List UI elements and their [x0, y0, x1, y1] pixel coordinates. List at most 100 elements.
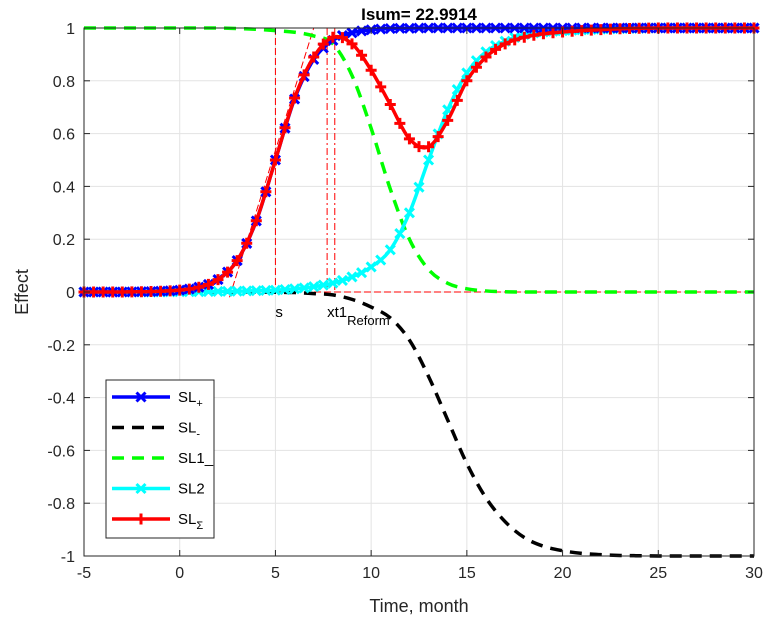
data-point-sl [365, 64, 377, 76]
data-point-sl [222, 266, 234, 278]
data-point-sl [490, 43, 502, 55]
data-point-sl2 [308, 281, 320, 293]
data-point-sl2 [356, 267, 368, 279]
data-point-sl2 [212, 285, 224, 298]
legend-item-sl: SL- [112, 420, 200, 441]
y-tick-label: 0.6 [53, 127, 75, 144]
data-point-sl [480, 51, 492, 63]
data-point-sl [604, 23, 616, 35]
data-point-sl [499, 38, 511, 50]
data-point-sl2 [269, 284, 281, 296]
data-point-sl [116, 286, 128, 298]
y-tick-label: 0.8 [53, 74, 75, 91]
series-line-sl1 [84, 26, 754, 294]
data-point-sl2 [317, 279, 329, 291]
data-point-sl [547, 27, 559, 39]
data-point-sl [164, 285, 176, 297]
x-tick-label: 15 [458, 565, 476, 582]
legend-item-sl2: SL2 [112, 481, 205, 498]
data-point-sl [97, 286, 109, 298]
data-point-sl [403, 133, 415, 145]
data-point-sl2 [413, 181, 425, 193]
x-tick-label: 25 [649, 565, 667, 582]
data-point-sl [317, 38, 329, 50]
data-point-sl [394, 117, 406, 129]
data-point-sl [289, 92, 301, 104]
data-point-sl2 [260, 284, 272, 297]
legend-label-subscript: - [196, 429, 200, 441]
legend-item-sl1: SL1_ [112, 450, 214, 467]
data-point-sl [155, 285, 167, 297]
data-point-sl [212, 274, 224, 286]
data-point-sl [614, 23, 626, 35]
data-point-sl [585, 24, 597, 36]
data-point-sl [107, 286, 119, 298]
data-point-sl [461, 75, 473, 87]
data-point-sl [308, 51, 320, 63]
legend-marker [135, 482, 147, 495]
data-point-sl [126, 286, 138, 298]
annotation-subscript: Reform [347, 313, 390, 328]
data-point-sl [327, 31, 339, 43]
data-point-sl [537, 28, 549, 40]
data-point-sl [451, 94, 463, 106]
data-point-sl2 [394, 227, 406, 240]
data-point-sl [174, 284, 186, 296]
data-point-sl [470, 61, 482, 73]
data-point-sl2 [384, 244, 396, 256]
legend-marker [135, 391, 147, 403]
data-point-sl [250, 215, 262, 227]
y-tick-label: -0.8 [47, 496, 75, 513]
data-point-sl [576, 25, 588, 37]
data-point-sl2 [327, 277, 339, 289]
y-tick-label: 0 [66, 285, 75, 302]
y-tick-label: 0.2 [53, 232, 75, 249]
data-point-sl2 [346, 271, 358, 283]
data-point-sl [375, 81, 387, 93]
x-tick-label: 20 [554, 565, 572, 582]
data-point-sl2 [375, 254, 387, 266]
data-point-sl [346, 38, 358, 50]
data-point-sl [423, 141, 435, 153]
data-point-sl2 [298, 282, 310, 294]
x-tick-label: 10 [362, 565, 380, 582]
series-sl1 [84, 26, 754, 294]
y-tick-label: -0.4 [47, 391, 75, 408]
data-point-sl [279, 122, 291, 134]
x-axis-label: Time, month [369, 596, 468, 616]
legend-label-subscript: Σ [196, 520, 203, 532]
data-point-sl [231, 255, 243, 267]
data-point-sl [356, 49, 368, 61]
data-point-sl [375, 23, 387, 35]
data-point-sl2 [241, 285, 253, 297]
data-point-sl [432, 131, 444, 143]
data-point-sl [518, 31, 530, 43]
data-point-sl [336, 32, 348, 44]
y-tick-label: -0.6 [47, 443, 75, 460]
data-point-sl [509, 34, 521, 46]
data-point-sl2 [289, 283, 301, 295]
data-point-sl [413, 141, 425, 153]
data-point-sl [135, 286, 147, 298]
data-point-sl [193, 281, 205, 293]
data-point-sl2 [222, 285, 234, 297]
data-point-sl [202, 278, 214, 290]
data-point-sl2 [403, 207, 415, 219]
chart-title: Isum= 22.9914 [361, 5, 477, 24]
data-point-sl [145, 286, 157, 298]
axes: -5 0 5 10 15 20 25 30-1-0.8-0.6-0.4-0.200.20.40… [47, 21, 763, 582]
y-tick-label: -0.2 [47, 338, 75, 355]
x-tick-label: 0 [175, 565, 184, 582]
annotation-1: s [275, 304, 283, 321]
y-axis-label: Effect [12, 269, 32, 315]
y-tick-label: 1 [66, 21, 75, 38]
y-tick-label: -1 [61, 549, 75, 566]
data-point-sl [528, 29, 540, 41]
x-tick-label: 30 [745, 565, 763, 582]
data-point-sl2 [423, 154, 435, 166]
data-point-sl [260, 186, 272, 198]
legend-label: SL1_ [178, 450, 214, 467]
y-tick-label: 0.4 [53, 179, 75, 196]
data-point-sl2 [231, 285, 243, 297]
